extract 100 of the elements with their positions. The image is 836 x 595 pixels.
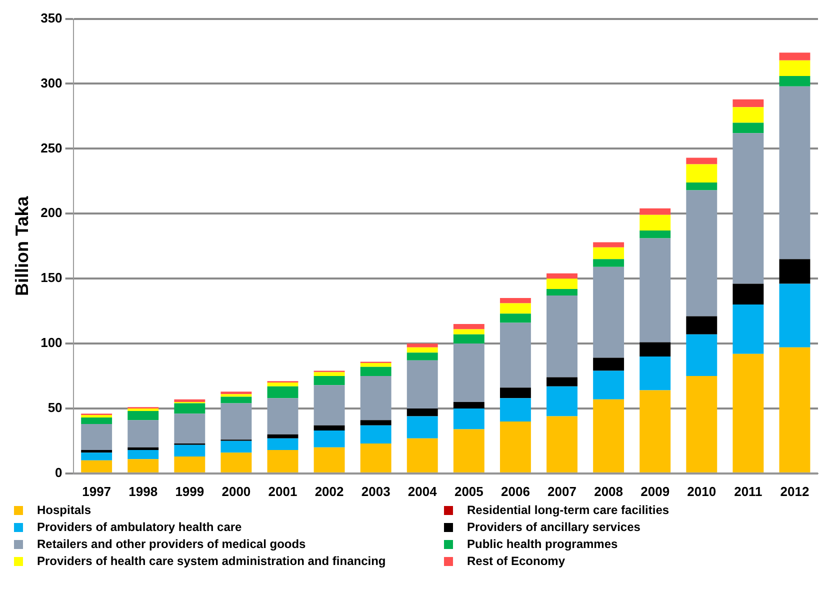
bar <box>81 418 112 424</box>
bar <box>732 354 764 472</box>
bar <box>686 376 718 472</box>
legend-label: Hospitals <box>37 503 92 517</box>
x-tick-label: 1999 <box>175 484 204 499</box>
bar <box>686 158 718 164</box>
bar <box>406 438 438 472</box>
bar <box>174 444 206 457</box>
bar <box>732 304 764 354</box>
bar <box>360 366 392 376</box>
bar <box>500 398 531 422</box>
bar <box>779 60 810 76</box>
bar <box>220 440 252 453</box>
bar <box>640 238 671 342</box>
bar <box>453 408 484 430</box>
bar <box>314 425 345 431</box>
x-tick-label: 2005 <box>454 484 484 499</box>
bar <box>686 334 718 376</box>
y-tick-label: 150 <box>40 270 62 286</box>
x-tick-label: 2001 <box>268 484 298 499</box>
bar <box>546 386 578 416</box>
legend-label: Providers of ambulatory health care <box>37 520 242 534</box>
bar <box>593 399 624 472</box>
x-tick-label: 2000 <box>222 484 251 499</box>
bar <box>360 376 392 420</box>
bar <box>640 356 671 390</box>
bar <box>640 342 671 357</box>
bar <box>81 414 112 418</box>
bar <box>686 182 718 190</box>
y-tick-label: 350 <box>40 10 62 26</box>
legend-label: Providers of ancillary services <box>467 520 640 534</box>
bar <box>640 214 671 231</box>
bar <box>174 414 206 444</box>
x-tick-label: 2007 <box>548 484 576 499</box>
bar <box>453 344 484 402</box>
bar <box>220 396 252 404</box>
bar <box>686 164 718 182</box>
bar <box>453 324 484 330</box>
bar <box>128 459 159 472</box>
bar <box>779 347 810 472</box>
bar <box>453 429 484 472</box>
bar <box>546 416 578 472</box>
bar <box>732 122 764 134</box>
bar <box>360 420 392 426</box>
bar <box>640 208 671 215</box>
y-tick-label: 100 <box>40 335 62 350</box>
bar <box>779 76 810 86</box>
bar <box>128 408 159 412</box>
bar <box>686 316 718 334</box>
bar <box>500 322 531 388</box>
bar <box>81 452 112 460</box>
bar <box>546 273 578 279</box>
bar <box>128 450 159 460</box>
bar <box>314 385 345 426</box>
x-tick-label: 2009 <box>640 484 670 499</box>
bar <box>128 447 159 450</box>
y-axis-title: Billion Taka <box>12 195 32 296</box>
x-tick-label: 2004 <box>408 484 438 499</box>
bar <box>406 408 438 416</box>
bar <box>546 295 578 378</box>
bar <box>546 288 578 296</box>
bar <box>732 107 764 123</box>
bar <box>81 460 112 472</box>
x-tick-label: 2002 <box>314 484 344 499</box>
bar <box>779 259 810 284</box>
x-tick-label: 2003 <box>361 484 390 499</box>
bar <box>406 352 438 360</box>
bar <box>267 386 298 398</box>
bar <box>314 372 345 376</box>
bar <box>593 242 624 248</box>
bar <box>453 402 484 408</box>
bar <box>500 421 531 472</box>
bar <box>267 450 298 472</box>
bar <box>500 303 531 314</box>
bar <box>686 190 718 316</box>
bar <box>779 86 810 260</box>
bar <box>174 399 206 402</box>
bar <box>360 362 392 367</box>
bar <box>732 133 764 284</box>
bar <box>360 425 392 444</box>
bar <box>406 344 438 348</box>
bar <box>593 259 624 267</box>
bar <box>81 424 112 450</box>
bar <box>314 447 345 472</box>
bar <box>500 314 531 323</box>
bar <box>267 382 298 386</box>
bar <box>360 444 392 472</box>
bar <box>128 411 159 420</box>
bar <box>81 450 112 453</box>
bar <box>546 377 578 386</box>
bar <box>593 370 624 400</box>
bar <box>406 416 438 438</box>
x-tick-label: 2006 <box>501 484 530 499</box>
bar <box>220 452 252 472</box>
bar <box>593 358 624 371</box>
bar <box>640 390 671 472</box>
bar <box>500 388 531 398</box>
bar <box>732 284 764 305</box>
bar <box>267 434 298 438</box>
x-tick-label: 2008 <box>594 484 624 499</box>
